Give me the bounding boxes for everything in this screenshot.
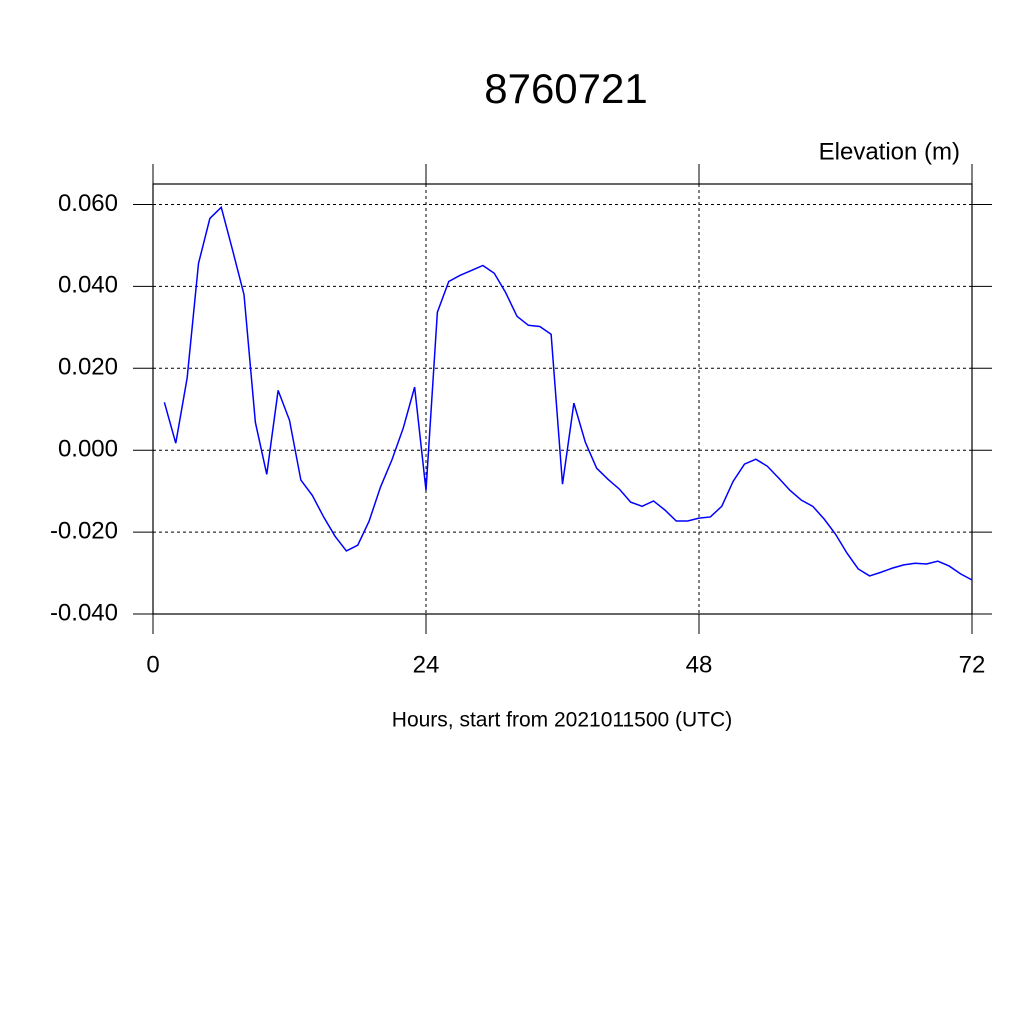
data-line [163, 205, 973, 581]
x-axis-label: Hours, start from 2021011500 (UTC) [392, 709, 732, 732]
y-tick-label: 0.060 [58, 190, 118, 217]
y-tick-label: -0.040 [50, 599, 118, 626]
y-tick-label: -0.020 [50, 517, 118, 544]
x-tick-label: 24 [413, 651, 440, 678]
x-tick-label: 72 [959, 651, 986, 678]
chart-title: 8760721 [484, 65, 648, 112]
y-tick-label: 0.000 [58, 436, 118, 463]
y-axis-label: Elevation (m) [819, 138, 960, 165]
x-tick-label: 0 [146, 651, 159, 678]
y-tick-label: 0.020 [58, 354, 118, 381]
x-tick-label: 48 [686, 651, 713, 678]
plot-frame [152, 183, 973, 615]
y-tick-label: 0.040 [58, 272, 118, 299]
